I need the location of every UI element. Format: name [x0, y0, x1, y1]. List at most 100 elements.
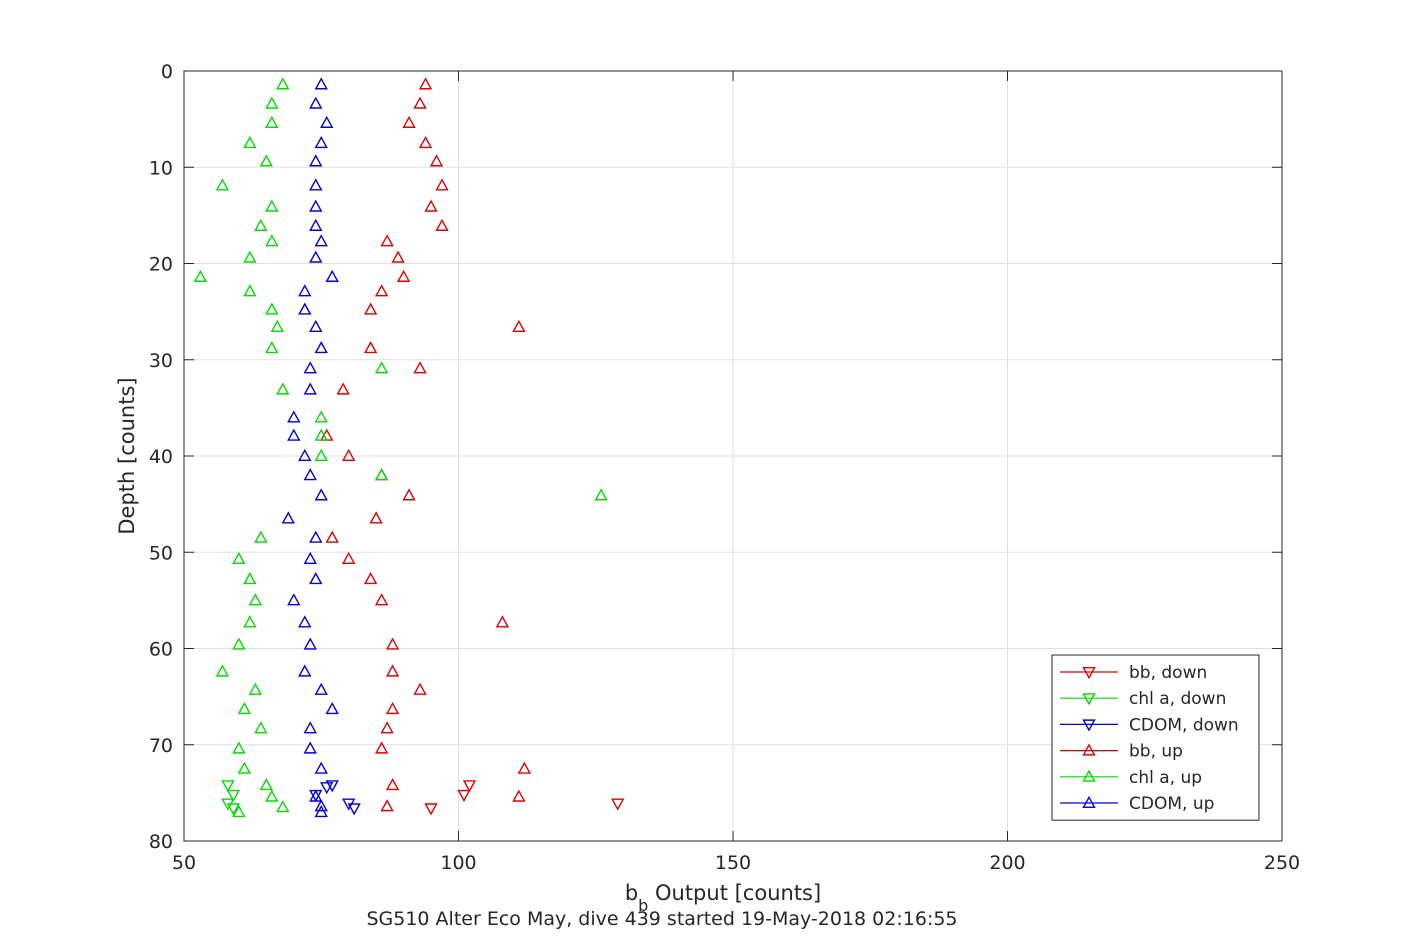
data-point [265, 115, 279, 128]
data-point [243, 284, 257, 297]
data-point [303, 637, 317, 650]
data-point [298, 615, 312, 628]
data-point [259, 778, 274, 791]
data-point [314, 682, 328, 695]
data-point [385, 701, 400, 715]
legend: bb, down chl a, down CDOM, down bb, up chl a… [1051, 654, 1260, 821]
data-point [298, 664, 312, 677]
data-point [380, 721, 394, 734]
data-point [254, 530, 268, 543]
data-point [276, 77, 290, 90]
data-point [418, 77, 433, 90]
legend-item: chl a, down [1060, 689, 1226, 709]
data-point [232, 741, 246, 754]
data-point [413, 361, 427, 374]
data-point [265, 96, 279, 109]
data-point [314, 410, 328, 423]
data-point [226, 803, 241, 816]
data-point [402, 488, 416, 501]
data-point [303, 361, 317, 374]
series-4 [193, 77, 608, 818]
legend-marker [1082, 719, 1096, 732]
data-point [413, 682, 427, 695]
data-point [309, 789, 323, 802]
data-point [237, 761, 252, 774]
data-point [325, 530, 339, 543]
data-point [418, 136, 433, 149]
data-point [374, 741, 389, 754]
legend-label: CDOM, down [1129, 715, 1239, 735]
data-point [309, 319, 323, 332]
data-point [512, 319, 526, 332]
data-point [396, 269, 411, 282]
data-point [336, 382, 350, 395]
data-point [193, 269, 208, 282]
data-point [424, 803, 438, 816]
data-point [243, 250, 257, 263]
x-tick-label: 100 [440, 852, 476, 874]
series-3 [320, 77, 532, 812]
series-0 [424, 780, 625, 816]
data-point [402, 115, 416, 128]
data-point [374, 468, 389, 481]
data-point [314, 234, 328, 247]
data-point [314, 428, 328, 441]
legend-marker [1082, 743, 1096, 756]
data-point [309, 530, 323, 543]
series-2 [309, 780, 361, 816]
data-point [303, 468, 317, 481]
data-point [265, 234, 279, 247]
y-tick-label: 20 [149, 254, 173, 276]
data-point [363, 302, 378, 315]
data-point [303, 721, 317, 734]
data-point [325, 780, 339, 793]
data-point [342, 551, 356, 564]
legend-item: bb, up [1060, 742, 1183, 762]
data-point [265, 199, 279, 212]
data-point [363, 572, 378, 585]
data-points [193, 77, 625, 818]
legend-label: bb, up [1129, 742, 1183, 762]
legend-item: CDOM, up [1060, 794, 1214, 814]
data-point [325, 701, 339, 715]
figure-caption: SG510 Alter Eco May, dive 439 started 19… [366, 908, 957, 930]
data-point [287, 410, 301, 423]
data-point [462, 780, 477, 793]
data-point [309, 96, 323, 109]
data-point [611, 798, 625, 811]
data-point [380, 799, 394, 812]
data-point [237, 701, 252, 715]
legend-item: chl a, up [1060, 768, 1202, 788]
data-point [221, 780, 235, 793]
legend-box [1051, 654, 1260, 821]
data-point [435, 218, 449, 231]
data-point [309, 572, 323, 585]
y-tick-label: 30 [149, 350, 173, 372]
data-point [309, 218, 323, 231]
x-axis-label: bb Output [counts] [625, 881, 821, 915]
data-point [374, 361, 389, 374]
data-point [594, 488, 608, 501]
legend-item: CDOM, down [1060, 715, 1239, 735]
data-point [259, 154, 274, 167]
data-point [424, 199, 438, 212]
data-point [342, 448, 356, 461]
data-point [385, 778, 400, 791]
data-point [298, 302, 312, 315]
data-point [320, 782, 334, 795]
data-point [429, 154, 444, 167]
data-point [413, 96, 427, 109]
data-point [517, 761, 532, 774]
data-point [303, 551, 317, 564]
data-point [265, 302, 279, 315]
data-point [303, 382, 317, 395]
data-point [380, 234, 394, 247]
data-point [385, 637, 400, 650]
data-point [457, 789, 471, 802]
data-point [215, 664, 230, 677]
data-point [320, 115, 334, 128]
data-point [309, 250, 323, 263]
data-point [314, 761, 328, 774]
data-point [243, 572, 257, 585]
